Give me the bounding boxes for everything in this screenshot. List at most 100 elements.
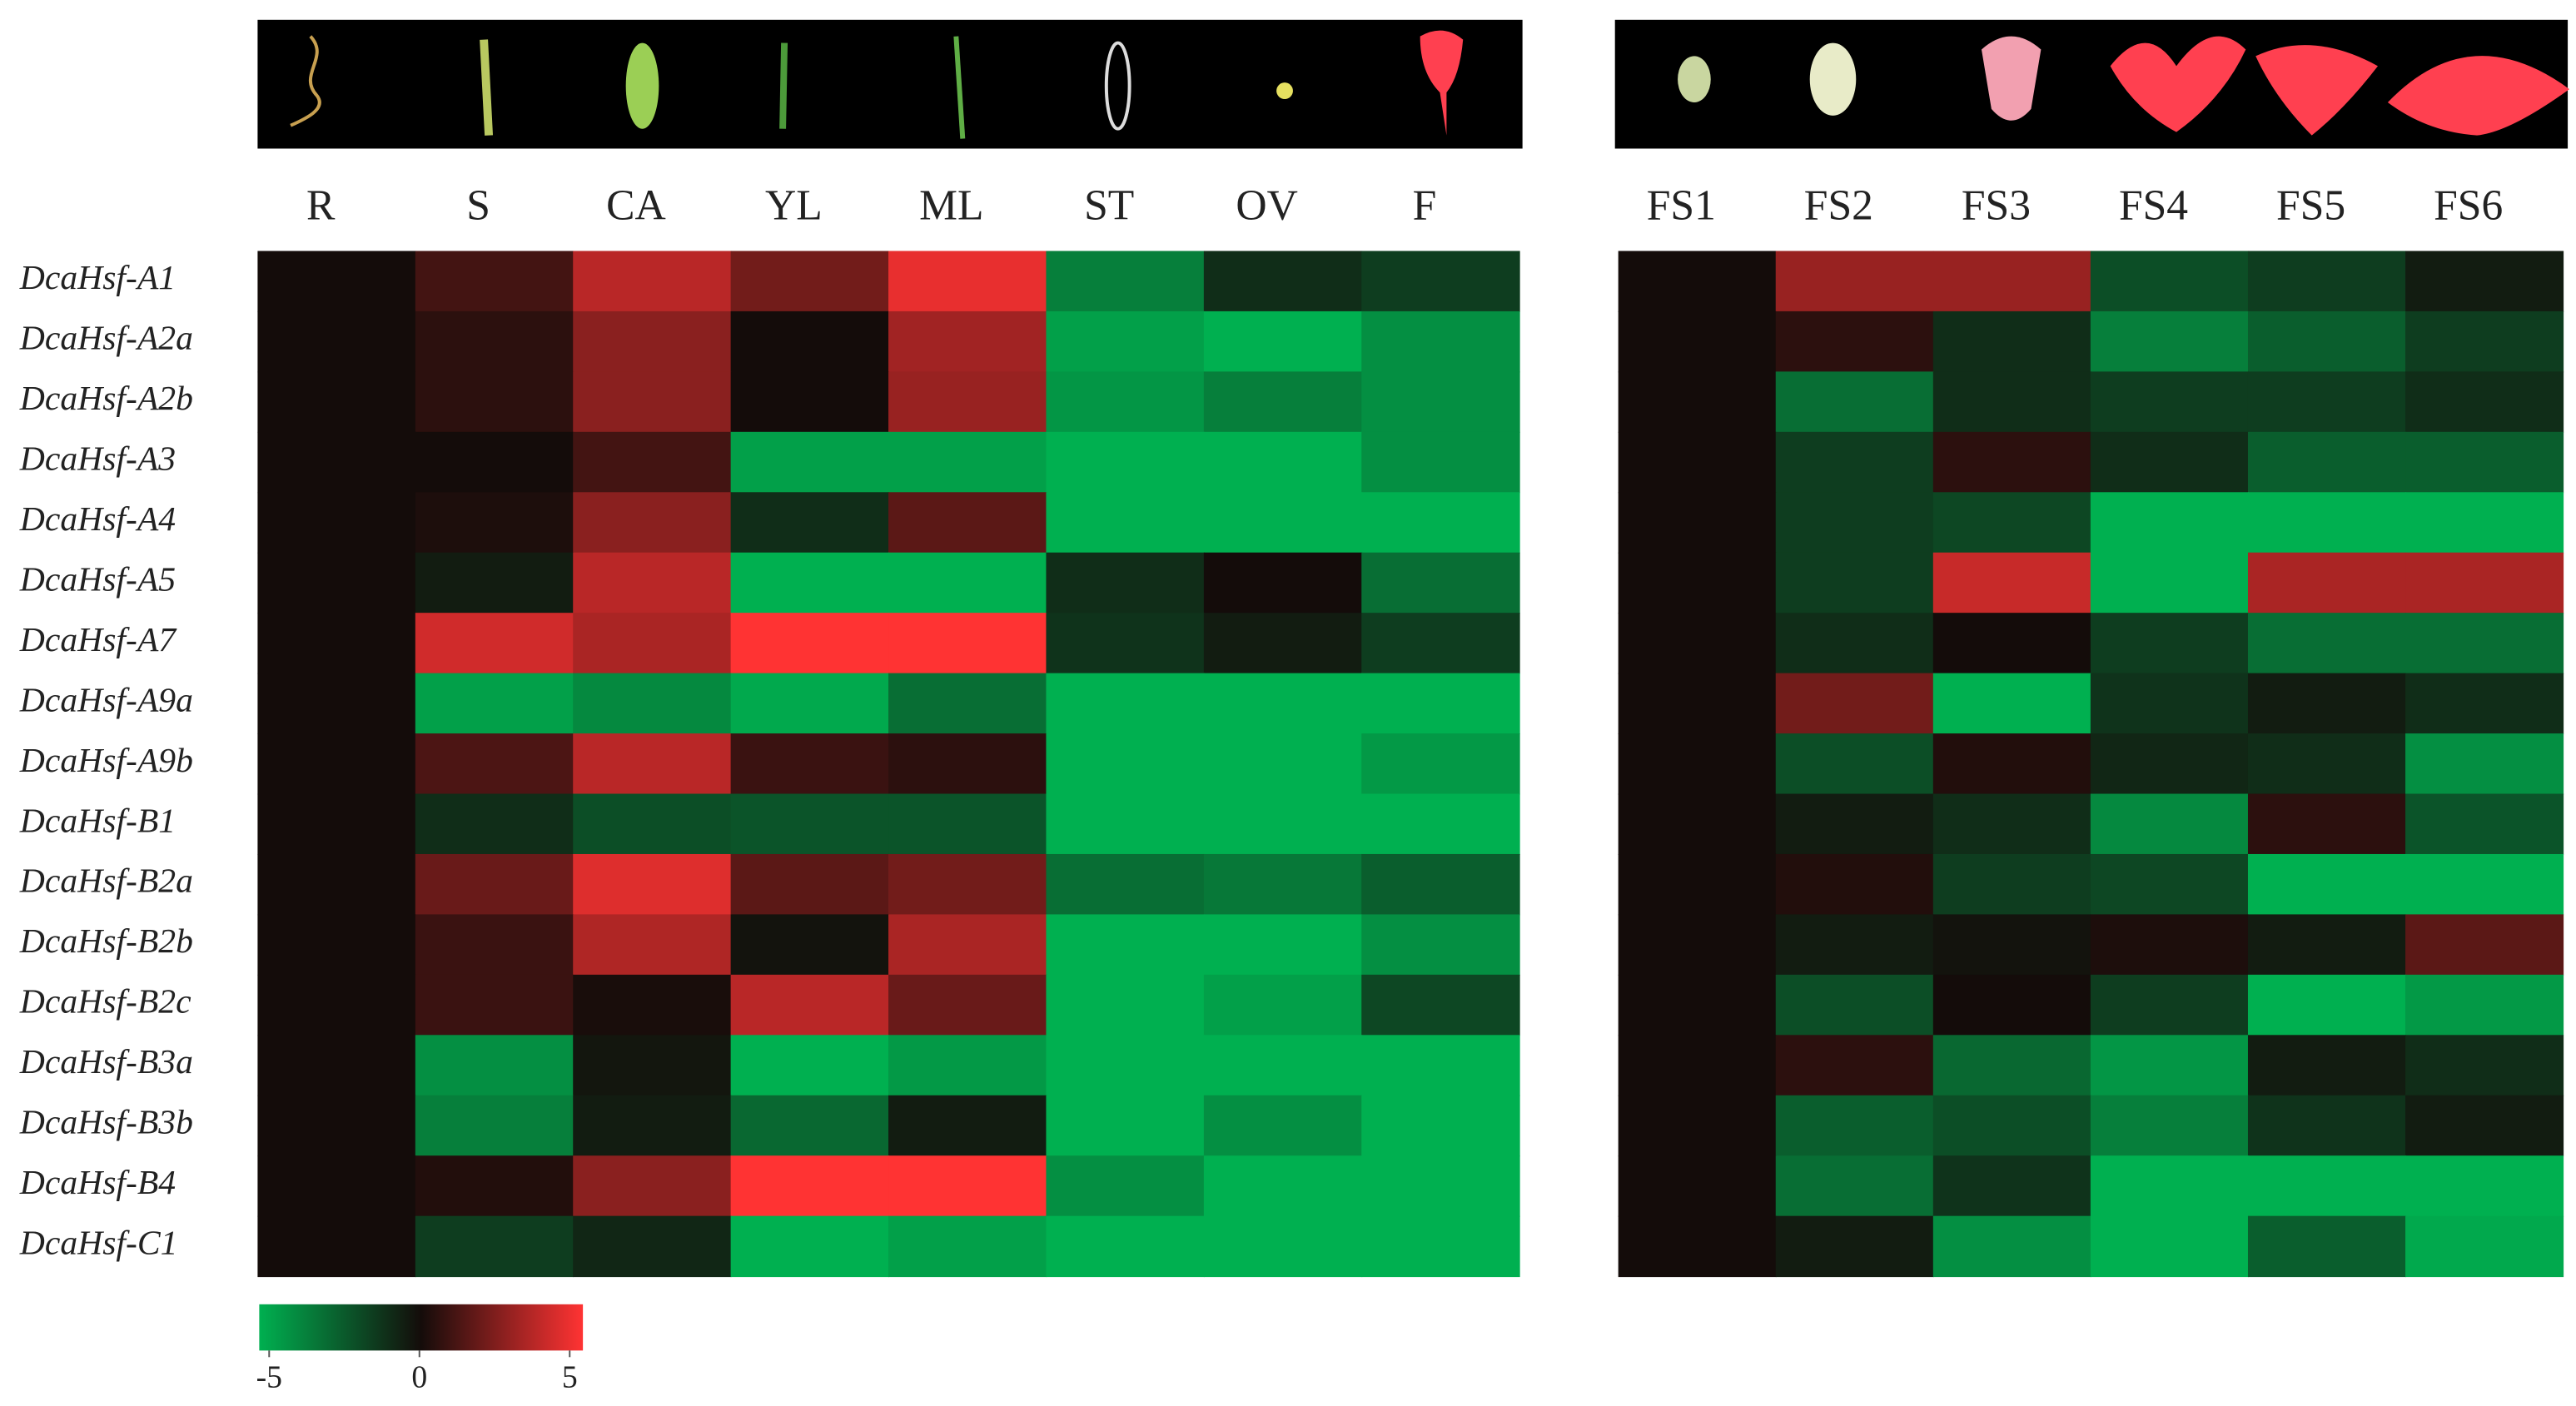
heatmap-cell <box>415 492 574 554</box>
heatmap-cell <box>415 914 574 976</box>
heatmap-cell <box>1361 1035 1520 1096</box>
heatmap-cell <box>257 733 416 795</box>
row-label: DcaHsf-B3a <box>19 1043 193 1081</box>
heatmap-cell <box>1775 1155 1934 1217</box>
heatmap-cell <box>1361 311 1520 373</box>
heatmap-cell <box>1618 311 1777 373</box>
heatmap-cell <box>1775 1095 1934 1157</box>
row-label: DcaHsf-B2a <box>19 862 193 901</box>
heatmap-cell <box>1932 793 2091 855</box>
heatmap-cell <box>1932 914 2091 976</box>
row-label: DcaHsf-A9b <box>19 742 193 780</box>
heatmap-cell <box>573 974 732 1036</box>
heatmap-cell <box>1932 974 2091 1036</box>
heatmap-cell <box>1932 431 2091 494</box>
heatmap-cell <box>1046 1155 1205 1217</box>
heatmap-cell <box>2247 853 2407 916</box>
heatmap-cell <box>1618 1215 1777 1278</box>
heatmap-cell <box>730 1035 890 1096</box>
row-label: DcaHsf-B2b <box>19 922 193 961</box>
heatmap-cell <box>1046 552 1205 614</box>
heatmap-cell <box>415 793 574 855</box>
heatmap-cell <box>1618 673 1777 735</box>
heatmap-cell <box>1618 793 1777 855</box>
heatmap-cell <box>1618 492 1777 554</box>
heatmap-cell <box>415 673 574 735</box>
heatmap-cell <box>573 251 732 312</box>
heatmap-cell <box>1203 311 1363 373</box>
heatmap-cell <box>1775 371 1934 433</box>
heatmap-cell <box>1361 552 1520 614</box>
row-label: DcaHsf-B2c <box>19 983 191 1021</box>
heatmap-cell <box>730 431 890 494</box>
sample-photos <box>257 19 2570 149</box>
heatmap-cell <box>1618 431 1777 494</box>
heatmap-cell <box>888 1215 1047 1278</box>
heatmap-cell <box>730 613 890 674</box>
heatmap-cell <box>730 371 890 433</box>
heatmap-cell <box>2090 311 2249 373</box>
heatmap-cell <box>2247 371 2407 433</box>
heatmap-cell <box>573 1035 732 1096</box>
heatmap-cell <box>1046 492 1205 554</box>
heatmap-cell <box>1203 673 1363 735</box>
heatmap-cell <box>1203 431 1363 494</box>
heatmap-cell <box>2405 914 2564 976</box>
heatmap-cell <box>2090 1035 2249 1096</box>
heatmap-cell <box>1775 492 1934 554</box>
heatmap-cell <box>888 733 1047 795</box>
heatmap-cell <box>1203 613 1363 674</box>
heatmap-cell <box>1361 1215 1520 1278</box>
heatmap-cell <box>730 492 890 554</box>
row-label: DcaHsf-A2b <box>19 380 193 418</box>
heatmap-cell <box>1046 914 1205 976</box>
heatmap-cell <box>730 853 890 916</box>
column-label: F <box>1413 182 1437 230</box>
heatmap-cell <box>1046 733 1205 795</box>
heatmap-cell <box>730 793 890 855</box>
heatmap-cell <box>415 1215 574 1278</box>
heatmap-cell <box>1361 853 1520 916</box>
heatmap-cell <box>1203 853 1363 916</box>
heatmap-cell <box>1361 492 1520 554</box>
heatmap-cell <box>888 673 1047 735</box>
heatmap-cell <box>1775 613 1934 674</box>
heatmap-cell <box>1618 1035 1777 1096</box>
heatmap-cell <box>888 613 1047 674</box>
heatmap-cell <box>257 552 416 614</box>
heatmap-cell <box>1775 1215 1934 1278</box>
heatmap-cell <box>573 793 732 855</box>
heatmap-cell <box>1203 1035 1363 1096</box>
heatmap-cell <box>1046 431 1205 494</box>
heatmap-cell <box>2247 733 2407 795</box>
heatmap-cell <box>888 251 1047 312</box>
heatmap-cell <box>1932 552 2091 614</box>
heatmap-cell <box>730 733 890 795</box>
heatmap-cell <box>888 1095 1047 1157</box>
heatmap-cell <box>1932 1155 2091 1217</box>
column-label: FS6 <box>2434 182 2503 230</box>
heatmap-cell <box>2247 974 2407 1036</box>
heatmap-cell <box>573 311 732 373</box>
heatmap-cell <box>2090 673 2249 735</box>
heatmap-cell <box>888 793 1047 855</box>
heatmap-cell <box>257 371 416 433</box>
heatmap-cell <box>257 853 416 916</box>
row-label: DcaHsf-B4 <box>19 1164 176 1202</box>
row-label: DcaHsf-B3b <box>19 1104 193 1142</box>
heatmap-cell <box>1618 371 1777 433</box>
heatmap-cell <box>888 1155 1047 1217</box>
heatmap-cell <box>1361 1095 1520 1157</box>
heatmap-cell <box>2090 613 2249 674</box>
heatmap-cell <box>2405 1095 2564 1157</box>
column-label: ST <box>1084 182 1134 230</box>
heatmap-cell <box>888 311 1047 373</box>
heatmap-cell <box>2247 793 2407 855</box>
heatmap-cell <box>1932 1095 2091 1157</box>
heatmap-cell <box>2090 431 2249 494</box>
heatmap-cell <box>415 1095 574 1157</box>
heatmap-cell <box>257 914 416 976</box>
heatmap-cell <box>730 1155 890 1217</box>
heatmap-cell <box>257 251 416 312</box>
heatmap-cell <box>573 1215 732 1278</box>
